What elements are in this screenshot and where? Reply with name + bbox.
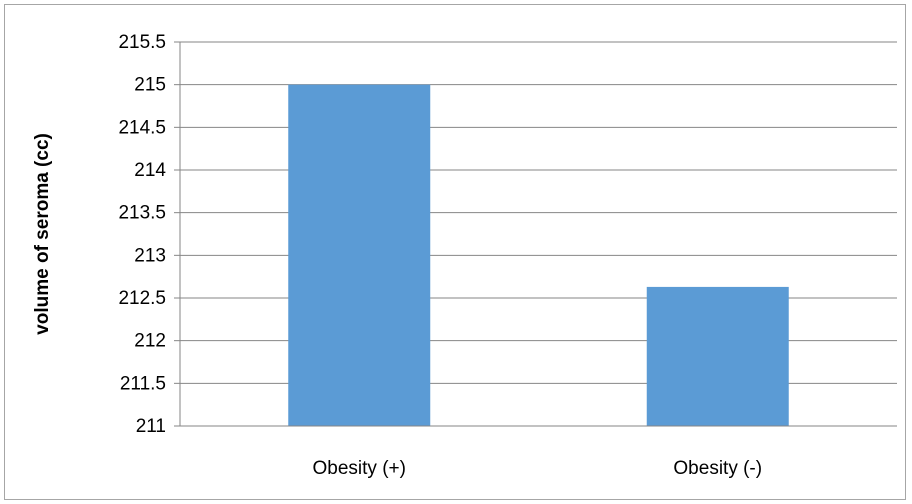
y-tick-label: 212.5 (118, 288, 166, 309)
y-tick-label: 212 (134, 331, 166, 352)
y-axis-tick-labels: 211 211.5 212 212.5 213 213.5 214 214.5 215 215.5 (118, 32, 166, 437)
x-tick-label: Obesity (-) (673, 458, 762, 479)
y-tick-label: 215.5 (118, 32, 166, 53)
y-tick-label: 213.5 (118, 203, 166, 224)
y-tick-label: 211 (136, 416, 166, 437)
y-tick-label: 214 (134, 160, 166, 181)
y-tick-label: 215 (134, 75, 166, 96)
y-axis-title: volume of seroma (cc) (32, 133, 53, 335)
y-tick-label: 213 (134, 245, 166, 266)
x-axis-tick-labels: Obesity (+) Obesity (-) (313, 458, 763, 479)
bar-0 (288, 84, 431, 427)
y-tick-label: 214.5 (118, 117, 166, 138)
bar-1 (646, 286, 789, 426)
x-tick-label: Obesity (+) (313, 458, 406, 479)
bars (288, 84, 789, 427)
y-tick-label: 211.5 (120, 373, 166, 394)
